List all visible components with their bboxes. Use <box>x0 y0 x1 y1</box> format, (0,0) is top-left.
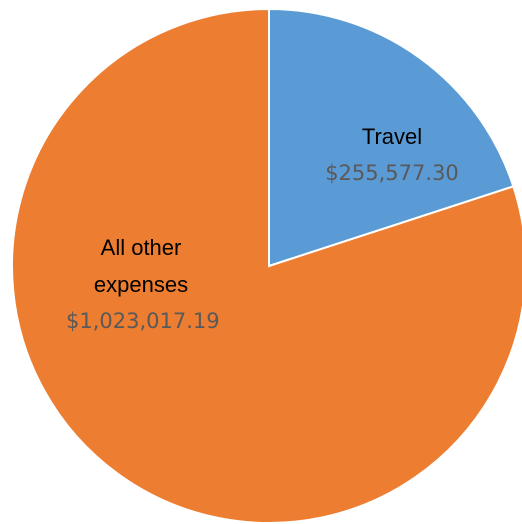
value-label: $255,577.30 <box>325 161 459 185</box>
slice-label: All other expenses $1,023,017.19 <box>66 229 220 333</box>
category-label: Travel <box>361 124 423 149</box>
pie-slice <box>268 7 515 268</box>
category-label: All other expenses <box>93 235 189 297</box>
pie-slice <box>11 7 522 524</box>
value-label: $1,023,017.19 <box>66 309 220 333</box>
slice-label: Travel $255,577.30 <box>307 118 477 185</box>
